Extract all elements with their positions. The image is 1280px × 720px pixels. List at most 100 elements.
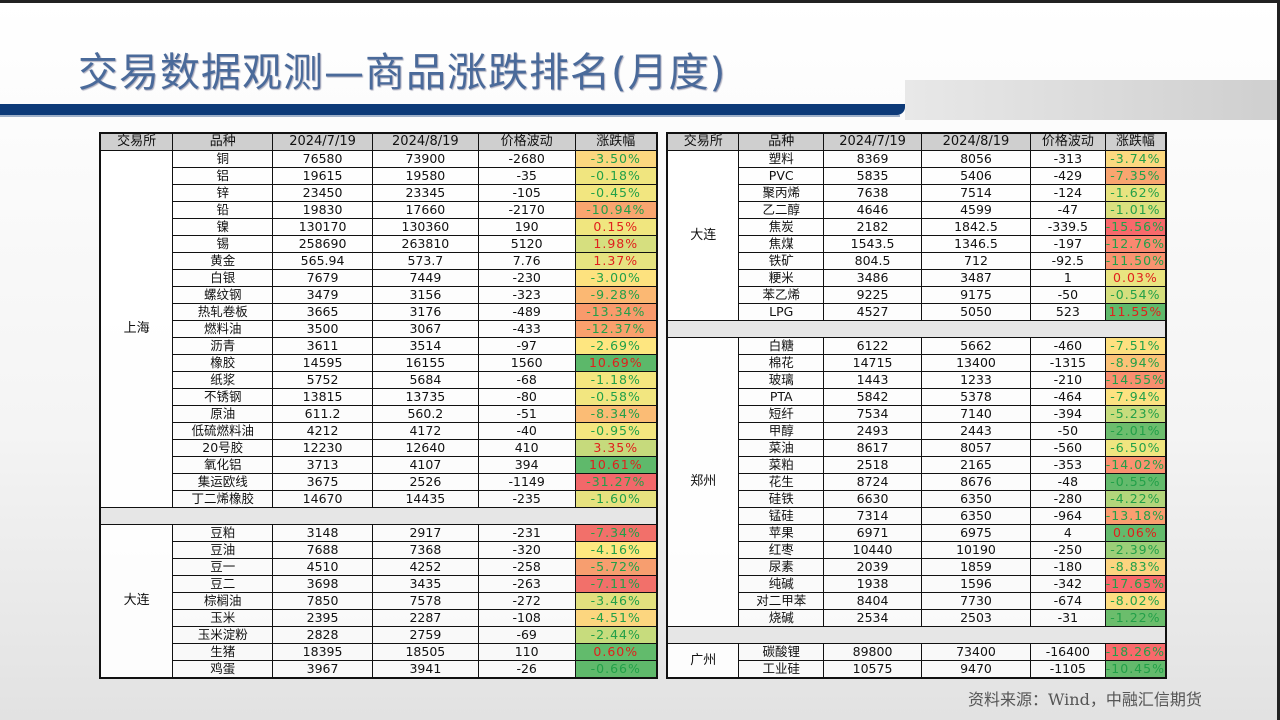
price-end-cell: 2917 [371,524,479,542]
price-start-cell: 4646 [823,201,923,219]
price-end-cell: 3176 [371,303,479,321]
price-change-cell: 1 [1029,269,1106,287]
pct-change-cell: -0.55% [1104,473,1167,491]
commodity-cell: 黄金 [172,252,274,270]
table-row: 螺纹钢 3479 3156 -323 -9.28% [100,286,658,304]
price-start-cell: 6630 [823,490,923,508]
table-row: PVC 5835 5406 -429 -7.35% [667,167,1167,185]
price-start-cell: 3675 [272,473,373,491]
price-start-cell: 2182 [823,218,923,236]
commodity-cell: 白银 [172,269,274,287]
commodity-cell: 棉花 [738,354,825,372]
right-ranking-table: 交易所 品种 2024/7/19 2024/8/19 价格波动 涨跌幅 大连 塑料 8369 8… [666,132,1167,679]
pct-change-cell: -14.02% [1104,456,1167,474]
commodity-cell: 20号胶 [172,439,274,457]
table-row: 焦煤 1543.5 1346.5 -197 -12.76% [667,235,1167,253]
price-change-cell: -235 [477,490,576,508]
price-start-cell: 5835 [823,167,923,185]
table-row: 短纤 7534 7140 -394 -5.23% [667,405,1167,423]
price-start-cell: 565.94 [272,252,373,270]
pct-change-cell: -3.00% [574,269,658,287]
table-row: 菜油 8617 8057 -560 -6.50% [667,439,1167,457]
table-row: 氧化铝 3713 4107 394 10.61% [100,456,658,474]
price-end-cell: 73400 [921,643,1031,661]
pct-change-cell: -8.02% [1104,592,1167,610]
pct-change-cell: -10.45% [1104,660,1167,679]
table-row: 苯乙烯 9225 9175 -50 -0.54% [667,286,1167,304]
price-end-cell: 19580 [371,167,479,185]
table-row: 上海铜 76580 73900 -2680 -3.50% [99,150,658,508]
column-header: 价格波动 [1029,132,1106,151]
price-start-cell: 3148 [272,524,373,542]
price-start-cell: 7679 [272,269,373,287]
spacer-cell [666,626,1167,644]
price-change-cell: -1315 [1029,354,1106,372]
column-header: 品种 [172,132,274,151]
commodity-cell: 铜 [172,150,274,168]
price-end-cell: 2503 [921,609,1031,627]
price-end-cell: 5406 [921,167,1031,185]
commodity-cell: 镍 [172,218,274,236]
table-row: 尿素 2039 1859 -180 -8.83% [667,558,1167,576]
pct-change-cell: 11.55% [1104,303,1167,321]
pct-change-cell: -2.44% [574,626,658,644]
commodity-cell: 花生 [738,473,825,491]
price-end-cell: 6975 [921,524,1031,542]
pct-change-cell: -0.45% [574,184,658,202]
spacer-cell [666,320,1167,338]
price-change-cell: -231 [477,524,576,542]
column-header: 2024/8/19 [371,132,479,151]
table-row: 橡胶 14595 16155 1560 10.69% [100,354,658,372]
pct-change-cell: -18.26% [1104,643,1167,661]
price-start-cell: 76580 [272,150,373,168]
table-row: 对二甲苯 8404 7730 -674 -8.02% [667,592,1167,610]
price-start-cell: 5752 [272,371,373,389]
price-start-cell: 2828 [272,626,373,644]
price-start-cell: 7850 [272,592,373,610]
table-row: 纸浆 5752 5684 -68 -1.18% [100,371,658,389]
table-row: 工业硅 10575 9470 -1105 -10.45% [667,660,1167,679]
pct-change-cell: -31.27% [574,473,658,491]
pct-change-cell: -7.35% [1104,167,1167,185]
commodity-cell: 锡 [172,235,274,253]
pct-change-cell: -7.51% [1104,337,1167,355]
table-row: 丁二烯橡胶 14670 14435 -235 -1.60% [100,490,658,508]
price-change-cell: -69 [477,626,576,644]
commodity-cell: 白糖 [738,337,825,355]
pct-change-cell: -0.54% [1104,286,1167,304]
commodity-cell: 短纤 [738,405,825,423]
price-start-cell: 12230 [272,439,373,457]
exchange-cell: 大连 [666,150,740,321]
price-start-cell: 3500 [272,320,373,338]
price-start-cell: 13815 [272,388,373,406]
price-end-cell: 14435 [371,490,479,508]
pct-change-cell: -7.34% [574,524,658,542]
price-end-cell: 8057 [921,439,1031,457]
price-start-cell: 804.5 [823,252,923,270]
price-change-cell: -2680 [477,150,576,168]
price-end-cell: 2759 [371,626,479,644]
column-header: 涨跌幅 [574,132,658,151]
table-header-row: 交易所 品种 2024/7/19 2024/8/19 价格波动 涨跌幅 [666,132,1167,151]
column-header: 涨跌幅 [1104,132,1167,151]
price-end-cell: 4172 [371,422,479,440]
price-end-cell: 3514 [371,337,479,355]
price-start-cell: 6971 [823,524,923,542]
pct-change-cell: -12.37% [574,320,658,338]
price-change-cell: -197 [1029,235,1106,253]
price-end-cell: 1842.5 [921,218,1031,236]
header-decoration [905,80,1277,120]
table-row: 大连 豆粕 3148 2917 -231 -7.34% [99,524,658,679]
price-change-cell: -1105 [1029,660,1106,679]
price-end-cell: 712 [921,252,1031,270]
price-change-cell: -280 [1029,490,1106,508]
section-spacer [666,320,1167,338]
price-change-cell: -92.5 [1029,252,1106,270]
price-end-cell: 16155 [371,354,479,372]
pct-change-cell: -15.56% [1104,218,1167,236]
price-start-cell: 23450 [272,184,373,202]
pct-change-cell: -14.55% [1104,371,1167,389]
table-row: 玉米 2395 2287 -108 -4.51% [100,609,658,627]
price-change-cell: 394 [477,456,576,474]
table-row: 燃料油 3500 3067 -433 -12.37% [100,320,658,338]
